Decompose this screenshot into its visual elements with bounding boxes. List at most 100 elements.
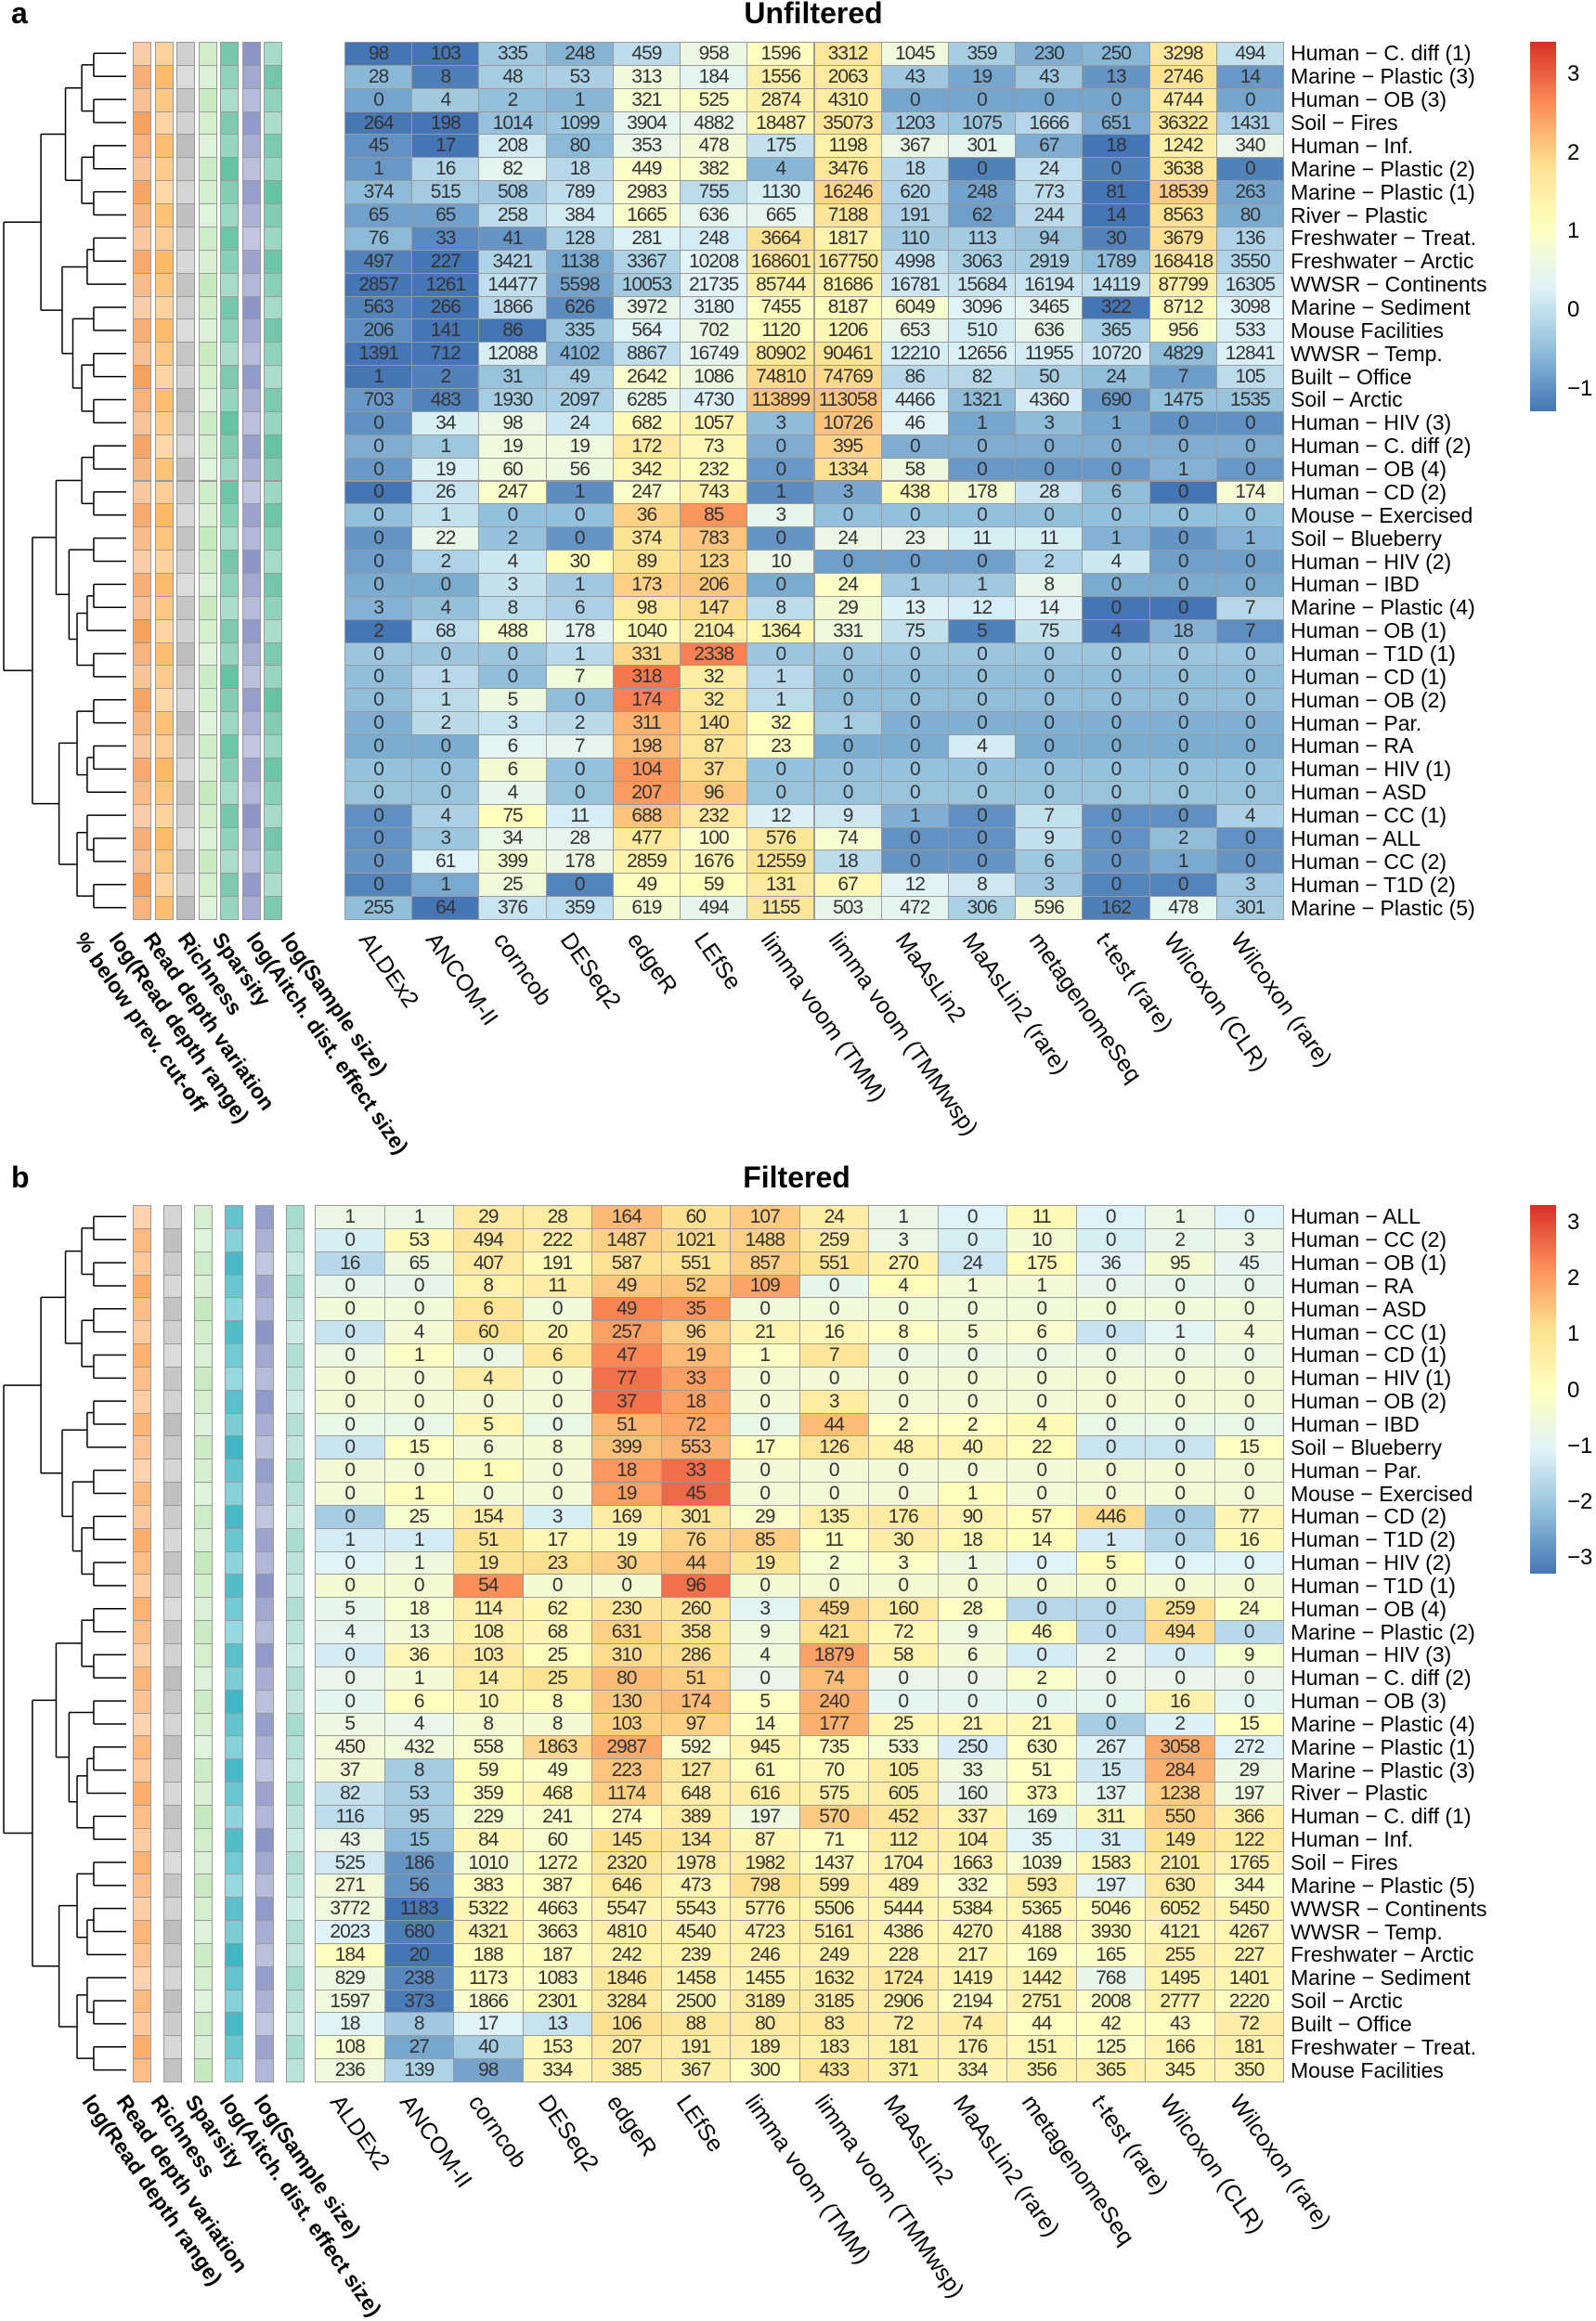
annotation-cell [133, 434, 151, 459]
heatmap-cell: 29 [453, 1205, 524, 1229]
row-label: Mouse − Exercised [1291, 1481, 1473, 1506]
row-label: Human − OB (2) [1291, 1389, 1447, 1414]
annotation-cell [255, 1689, 274, 1714]
annotation-cell [194, 1850, 213, 1875]
heatmap-cell: 4730 [680, 388, 748, 412]
heatmap-cell: 31 [478, 365, 547, 390]
heatmap-cell: 248 [947, 180, 1017, 205]
heatmap-cell: 29 [1213, 1758, 1284, 1783]
heatmap-cell: 4 [1006, 1412, 1077, 1437]
heatmap-cell: 7 [1215, 618, 1284, 643]
heatmap-cell: 2777 [1145, 1989, 1215, 2014]
annotation-cell [255, 1920, 274, 1944]
heatmap-cell: 0 [1148, 410, 1217, 435]
annotation-cell [163, 1758, 182, 1783]
heatmap-cell: 0 [947, 157, 1017, 182]
heatmap-cell: 494 [1145, 1620, 1215, 1644]
heatmap-cell: 1597 [315, 1989, 385, 2014]
heatmap-cell: 1 [411, 688, 480, 713]
heatmap-cell: 246 [730, 1942, 800, 1967]
annotation-cell [133, 1482, 151, 1506]
annotation-cell [255, 1897, 274, 1922]
heatmap-cell: 7 [1148, 365, 1217, 390]
heatmap-cell: 198 [612, 734, 681, 759]
annotation-cell [163, 1227, 182, 1252]
annotation-cell [194, 1758, 213, 1783]
heatmap-cell: 18 [937, 1527, 1007, 1552]
heatmap-cell: 0 [344, 480, 413, 505]
heatmap-cell: 1 [746, 665, 815, 690]
annotation-cell [241, 342, 261, 367]
heatmap-cell: 16749 [680, 342, 748, 367]
heatmap-cell: 12 [746, 803, 815, 828]
heatmap-cell: 60 [478, 457, 547, 482]
annotation-cell [255, 1804, 274, 1829]
heatmap-cell: 1442 [1006, 1965, 1077, 1990]
heatmap-cell: 2 [344, 618, 413, 643]
heatmap-cell: 176 [937, 2035, 1007, 2060]
heatmap-cell: 550 [1145, 1804, 1215, 1829]
heatmap-cell: 9 [730, 1620, 800, 1644]
heatmap-cell: 477 [612, 826, 681, 851]
heatmap-cell: 5 [1075, 1550, 1146, 1575]
annotation-cell [163, 1712, 182, 1737]
annotation-cell [133, 64, 151, 89]
heatmap-cell: 3098 [1215, 295, 1284, 320]
heatmap-cell: 0 [947, 826, 1017, 851]
heatmap-cell: 0 [798, 1482, 869, 1506]
heatmap-cell: 0 [1075, 1320, 1146, 1345]
annotation-cell [286, 1297, 305, 1322]
heatmap-cell: 515 [411, 180, 480, 205]
heatmap-cell: 238 [383, 1965, 454, 1990]
heatmap-cell: 5 [730, 1689, 800, 1714]
heatmap-cell: 1495 [1145, 1965, 1215, 1990]
heatmap-cell: 399 [591, 1435, 662, 1460]
heatmap-cell: 19 [545, 434, 614, 459]
heatmap-cell: 177 [798, 1712, 869, 1737]
annotation-cell [198, 295, 217, 320]
annotation-cell [194, 1804, 213, 1829]
annotation-cell [225, 1735, 243, 1760]
heatmap-cell: 0 [344, 410, 413, 435]
heatmap-cell: 857 [730, 1251, 800, 1276]
annotation-cell [225, 1874, 243, 1899]
annotation-cell [198, 388, 217, 412]
heatmap-cell: 301 [660, 1504, 731, 1529]
heatmap-cell: 37 [315, 1758, 385, 1783]
heatmap-cell: 12 [880, 873, 949, 898]
heatmap-cell: 244 [1015, 203, 1083, 227]
heatmap-cell: 206 [680, 572, 748, 597]
heatmap-cell: 0 [344, 526, 413, 551]
row-label: Human − HIV (1) [1291, 1366, 1452, 1391]
heatmap-cell: 7 [1015, 803, 1083, 828]
annotation-cell [241, 642, 261, 667]
annotation-cell [133, 1965, 151, 1990]
heatmap-cell: 0 [383, 1274, 454, 1299]
heatmap-cell: 186 [383, 1850, 454, 1875]
annotation-cell [194, 1620, 213, 1644]
heatmap-cell: 60 [660, 1205, 731, 1229]
row-label: Human − OB (4) [1291, 457, 1447, 482]
row-label: Human − HIV (3) [1291, 1642, 1452, 1667]
annotation-cell [133, 203, 151, 227]
heatmap-cell: 263 [1215, 180, 1284, 205]
annotation-cell [154, 526, 174, 551]
heatmap-cell: 0 [1082, 595, 1150, 620]
heatmap-cell: 29 [813, 595, 882, 620]
row-label: Human − RA [1291, 733, 1414, 759]
heatmap-cell: 0 [1145, 1435, 1215, 1460]
heatmap-cell: 0 [1213, 1666, 1284, 1691]
heatmap-cell: 0 [315, 1643, 385, 1667]
heatmap-cell: 389 [660, 1804, 731, 1829]
annotation-cell [163, 1689, 182, 1714]
heatmap-cell: 0 [1075, 1689, 1146, 1714]
heatmap-cell: 2 [1148, 826, 1217, 851]
heatmap-cell: 31 [1075, 1827, 1146, 1852]
annotation-cell [163, 1343, 182, 1368]
heatmap-cell: 1 [1145, 1320, 1215, 1345]
heatmap-cell: 0 [947, 550, 1017, 574]
heatmap-cell: 2874 [746, 87, 815, 112]
row-label: Soil − Arctic [1291, 387, 1403, 412]
annotation-cell [154, 134, 174, 159]
